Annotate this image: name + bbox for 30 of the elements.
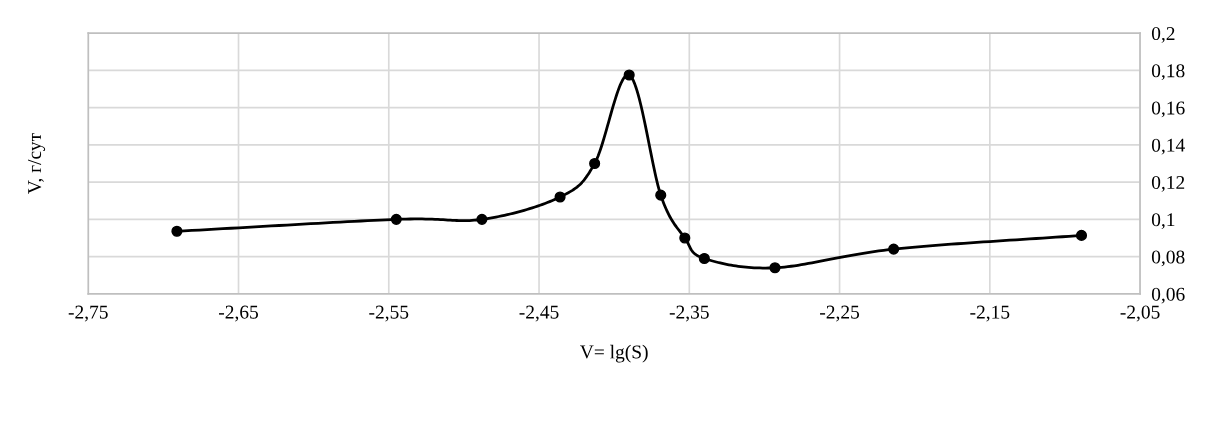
y-tick-label: 0,08 xyxy=(1151,250,1185,267)
x-tick-label: -2,25 xyxy=(820,305,860,322)
y-tick-label: 0,1 xyxy=(1151,213,1175,230)
y-tick-label: 0,12 xyxy=(1151,175,1185,192)
point xyxy=(554,191,566,203)
point xyxy=(679,232,691,244)
x-tick-label: -2,35 xyxy=(669,305,709,322)
x-tick-label: -2,55 xyxy=(369,305,409,322)
x-tick-label: -2,05 xyxy=(1120,305,1160,322)
y-tick-label: 0,16 xyxy=(1151,101,1185,118)
y-tick-label: 0,18 xyxy=(1151,64,1185,81)
point xyxy=(698,252,710,265)
point xyxy=(171,225,183,237)
y-tick-label: 0,14 xyxy=(1151,138,1185,155)
y-axis-title: V, г/сут xyxy=(28,133,46,194)
point xyxy=(655,189,667,201)
point xyxy=(623,69,635,81)
x-tick-label: -2,15 xyxy=(970,305,1010,322)
point xyxy=(390,213,402,225)
point xyxy=(589,157,601,170)
x-axis-title: V= lg(S) xyxy=(580,344,648,363)
x-tick-label: -2,45 xyxy=(519,305,559,322)
point xyxy=(769,262,781,274)
point xyxy=(888,243,900,255)
x-tick-label: -2,65 xyxy=(218,305,259,322)
y-tick-label: 0,2 xyxy=(1151,26,1175,43)
point xyxy=(1075,229,1088,241)
y-tick-label: 0,06 xyxy=(1151,287,1185,304)
x-tick-label: -2,75 xyxy=(68,305,108,322)
point xyxy=(476,213,488,225)
